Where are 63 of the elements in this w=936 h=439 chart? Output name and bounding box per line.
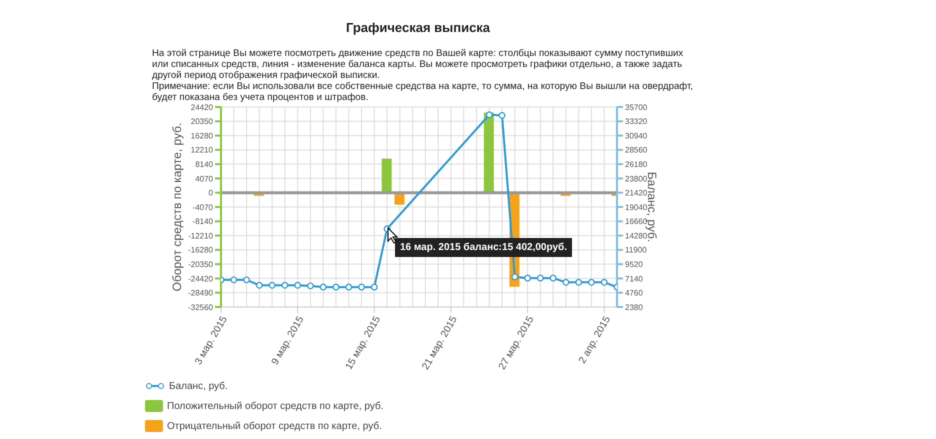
point (281, 282, 288, 289)
point (307, 282, 314, 290)
text: Примечание: если Вы использовали все собственные средства на карте, то сумма, на которую Вы вышли на овердрафт, будет показана без учета процентов и штрафов. (152, 81, 694, 103)
annotation: 16 мар. 2015 баланс:15 402,00руб. (395, 238, 572, 257)
legend-label: Баланс, руб. (169, 380, 228, 392)
y-tick-label: -12210 (188, 231, 214, 240)
point (358, 284, 365, 290)
text: На этой странице Вы можете посмотреть движение средств по Вашей карте: столбцы показывают сумму поступивших или списанных средств, линия - изменение баланса карты. Вы можете просмотреть графики отдельно, а также задать другой период отображения графической выписки. (152, 48, 684, 81)
point (588, 278, 595, 286)
bar (484, 112, 494, 193)
y-tick-label: -4070 (192, 202, 214, 212)
point (575, 278, 582, 286)
y2-tick-label: 7140 (625, 274, 644, 284)
y2-tick-label: 9520 (625, 260, 644, 269)
point (536, 274, 544, 282)
bar (382, 158, 392, 193)
y-tick-label: 16280 (190, 131, 214, 140)
point (498, 112, 506, 119)
y2-tick-label: 28560 (625, 146, 648, 155)
legend-label: Положительный оборот средств по карте, руб. (167, 400, 384, 412)
point (550, 274, 557, 282)
y2-tick-label: 23800 (625, 174, 648, 184)
point (320, 284, 327, 290)
y-tick-label: -16280 (188, 246, 214, 255)
y2-tick-label: 30940 (625, 131, 648, 140)
y-tick-label: 0 (208, 188, 214, 198)
y2-tick-label: 19040 (625, 202, 648, 212)
y-tick-label: -8140 (192, 217, 214, 226)
chart-title: Графическая выписка (344, 20, 492, 35)
y2-tick-label: 35700 (625, 102, 648, 112)
y-tick-label: -24420 (188, 274, 214, 284)
point (511, 273, 518, 280)
point (524, 274, 531, 282)
y2-tick-label: 26180 (625, 160, 648, 169)
y2-tick-label: 11900 (625, 246, 648, 255)
y2-tick-label: 33320 (625, 117, 648, 126)
y-tick-label: -32560 (188, 302, 214, 312)
point (370, 284, 378, 290)
y2-tick-label: 21420 (625, 188, 648, 198)
point (600, 278, 608, 286)
point (562, 278, 570, 286)
y2-axis-title: Баланс, руб. (645, 172, 659, 242)
point (230, 276, 238, 284)
y-tick-label: -28490 (188, 288, 214, 298)
point (256, 282, 263, 289)
y-tick-label: 12210 (190, 146, 214, 155)
point (243, 276, 250, 284)
y2-tick-label: 2380 (625, 302, 644, 312)
y2-tick-label: 16660 (625, 217, 648, 226)
point (294, 282, 302, 289)
point (332, 284, 340, 290)
y-tick-label: -20350 (188, 260, 214, 269)
legend-label: Отрицательный оборот средств по карте, руб. (167, 420, 382, 432)
point (268, 282, 276, 289)
y2-tick-label: 4760 (625, 288, 644, 298)
y-tick-label: 4070 (195, 174, 214, 184)
point (486, 111, 493, 118)
y2-tick-label: 14280 (625, 231, 648, 240)
y-tick-label: 8140 (195, 160, 214, 169)
point (345, 284, 352, 290)
y-axis-title: Оборот средств по карте, руб. (170, 122, 184, 292)
y-tick-label: 20350 (190, 117, 214, 126)
y-tick-label: 24420 (190, 102, 214, 112)
